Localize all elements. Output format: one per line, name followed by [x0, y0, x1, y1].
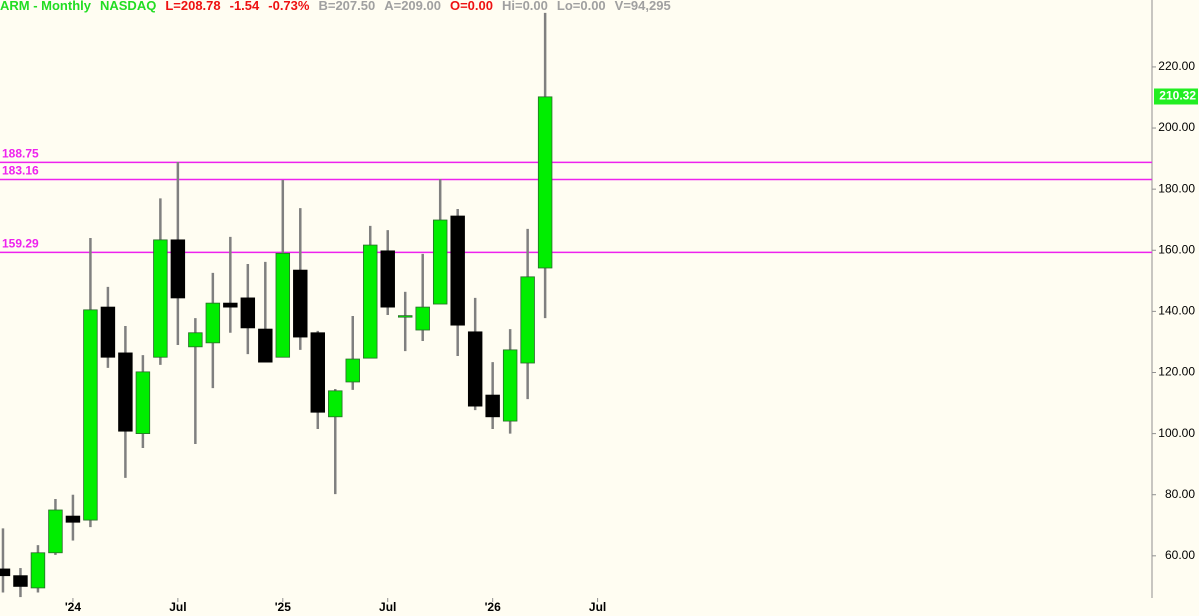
- candle-body: [432, 219, 448, 305]
- header-item: V=94,295: [615, 0, 671, 13]
- candle-body: [363, 244, 378, 359]
- y-tick-label: 80.00: [1165, 487, 1195, 501]
- candle-body: [520, 276, 535, 364]
- level-label: 183.16: [2, 164, 39, 178]
- header-item: L=208.78: [165, 0, 220, 13]
- candle-body: [100, 306, 116, 358]
- candle-body: [170, 239, 186, 299]
- candle-body: [240, 297, 256, 329]
- x-tick-label: '25: [275, 600, 292, 614]
- candle-body: [0, 568, 11, 577]
- candle-body: [13, 575, 28, 587]
- chart-header: ARM - Monthly NASDAQ L=208.78 -1.54 -0.73% B=…: [0, 0, 671, 13]
- x-tick-label: Jul: [169, 600, 186, 614]
- x-tick-label: '24: [65, 600, 82, 614]
- y-tick-label: 60.00: [1165, 548, 1195, 562]
- x-tick-label: '26: [485, 600, 502, 614]
- y-tick-label: 100.00: [1158, 426, 1195, 440]
- candle-body: [188, 332, 203, 348]
- header-item: Lo=0.00: [557, 0, 606, 13]
- candle-body: [30, 552, 46, 589]
- candle-body: [135, 371, 151, 435]
- candle-body: [328, 390, 343, 418]
- candle-body: [223, 302, 238, 308]
- last-price-tag: [1154, 88, 1198, 105]
- candle-body: [485, 394, 500, 418]
- last-price-label: 210.32: [1159, 89, 1196, 103]
- candle-body: [380, 250, 395, 308]
- candle-body: [293, 269, 308, 338]
- candle-body: [48, 509, 63, 554]
- candle-body: [502, 349, 518, 422]
- level-label: 188.75: [2, 147, 39, 161]
- header-item: O=0.00: [450, 0, 493, 13]
- candle-body: [450, 215, 465, 326]
- header-item: NASDAQ: [100, 0, 156, 13]
- header-item: -1.54: [230, 0, 260, 13]
- y-tick-label: 220.00: [1158, 59, 1195, 73]
- candle-body: [537, 96, 553, 269]
- candle-body: [153, 239, 168, 358]
- candle-body: [118, 352, 133, 432]
- candle-body: [65, 515, 81, 523]
- header-item: Hi=0.00: [502, 0, 548, 13]
- y-tick-label: 180.00: [1158, 181, 1195, 195]
- y-tick-label: 200.00: [1158, 120, 1195, 134]
- candle-body: [310, 332, 325, 413]
- candle-body: [345, 358, 360, 383]
- level-label: 159.29: [2, 237, 39, 251]
- header-item: ARM - Monthly: [0, 0, 92, 13]
- x-tick-label: Jul: [379, 600, 396, 614]
- candle-body: [205, 302, 221, 344]
- candle-body: [275, 252, 291, 358]
- y-tick-label: 160.00: [1158, 242, 1195, 256]
- candle-body: [397, 315, 413, 318]
- candle-body: [258, 328, 273, 363]
- header-item: -0.73%: [268, 0, 310, 13]
- candle-body: [467, 331, 483, 407]
- candle-body: [83, 309, 98, 521]
- y-tick-label: 140.00: [1158, 304, 1195, 318]
- header-item: A=209.00: [384, 0, 441, 13]
- x-tick-label: Jul: [589, 600, 606, 614]
- y-tick-label: 120.00: [1158, 365, 1195, 379]
- header-item: B=207.50: [318, 0, 375, 13]
- candle-body: [415, 306, 430, 331]
